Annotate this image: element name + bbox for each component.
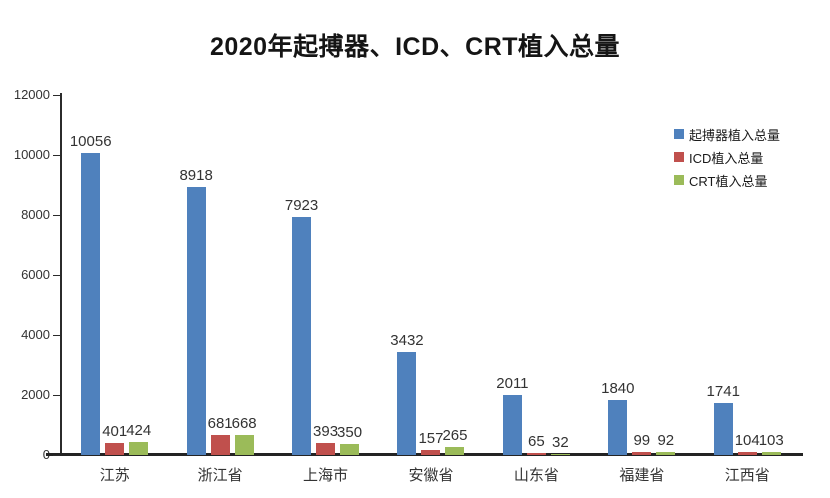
- y-axis-line: [60, 93, 62, 455]
- legend: 起搏器植入总量 ICD植入总量 CRT植入总量: [674, 126, 780, 195]
- value-label: 265: [442, 427, 468, 444]
- legend-label: 起搏器植入总量: [689, 127, 781, 143]
- value-label: 99: [633, 432, 651, 449]
- value-label: 92: [657, 432, 675, 449]
- value-label: 393: [313, 423, 339, 440]
- y-axis-tick: [53, 394, 60, 396]
- y-axis-tick: [53, 454, 60, 456]
- value-label: 424: [126, 422, 152, 439]
- y-axis-tick: [53, 274, 60, 276]
- y-axis-tick-label: 2000: [21, 387, 50, 402]
- y-axis-tick: [53, 334, 60, 336]
- legend-swatch-icon: [674, 129, 684, 139]
- y-axis-tick-label: 10000: [13, 147, 50, 162]
- bar-CRT植入总量: 103: [759, 432, 784, 455]
- bar-group: 2011 65 32: [484, 95, 589, 455]
- bar-group: 8918 681 668: [167, 95, 272, 455]
- legend-item: CRT植入总量: [674, 172, 780, 189]
- legend-label: ICD植入总量: [689, 150, 764, 166]
- y-axis-tick: [53, 94, 60, 96]
- value-label: 103: [758, 432, 784, 449]
- chart-title: 2020年起搏器、ICD、CRT植入总量: [209, 33, 621, 61]
- y-axis-tick-label: 0: [0, 448, 50, 462]
- bar-ICD植入总量: 65: [526, 433, 546, 455]
- value-label: 104: [734, 432, 760, 449]
- category-label: 上海市: [303, 467, 349, 484]
- bar-起搏器植入总量: 1840: [601, 380, 635, 455]
- bar-ICD植入总量: 393: [313, 423, 338, 455]
- bar-起搏器植入总量: 10056: [70, 133, 112, 455]
- legend-swatch-icon: [674, 175, 684, 185]
- bar-group: 7923 393 350: [273, 95, 378, 455]
- value-label: 668: [231, 415, 257, 432]
- bar-ICD植入总量: 157: [418, 430, 443, 455]
- legend-item: ICD植入总量: [674, 149, 780, 166]
- bar-ICD植入总量: 681: [208, 415, 233, 455]
- value-label: 401: [102, 423, 128, 440]
- value-label: 7923: [284, 197, 319, 214]
- plot-area: 10056 401 424 8918 681 668 7923 393 350 3432 157 26…: [62, 95, 800, 455]
- value-label: 350: [337, 424, 363, 441]
- category-label: 福建省: [619, 467, 665, 484]
- y-axis-tick-label: 12000: [13, 87, 50, 102]
- value-label: 65: [528, 433, 545, 450]
- bar-CRT植入总量: 668: [232, 415, 257, 455]
- y-axis-tick: [53, 214, 60, 216]
- bar-group: 10056 401 424: [62, 95, 167, 455]
- y-axis-tick-label: 8000: [21, 207, 50, 222]
- value-label: 10056: [69, 133, 112, 150]
- bar-group: 1741 104 103: [695, 95, 800, 455]
- bar-起搏器植入总量: 3432: [390, 332, 424, 455]
- value-label: 8918: [179, 167, 213, 184]
- category-label: 江西省: [724, 467, 770, 484]
- value-label: 1840: [601, 380, 635, 397]
- bar-group: 3432 157 265: [378, 95, 483, 455]
- bar-CRT植入总量: 265: [442, 427, 467, 455]
- bar-起搏器植入总量: 8918: [179, 167, 213, 455]
- value-label: 681: [207, 415, 233, 432]
- y-axis-tick-label: 6000: [21, 267, 50, 282]
- value-label: 157: [418, 430, 444, 447]
- legend-label: CRT植入总量: [689, 173, 768, 189]
- legend-item: 起搏器植入总量: [674, 126, 781, 143]
- category-label: 安徽省: [408, 467, 454, 484]
- y-axis-tick-label: 4000: [21, 327, 50, 342]
- bar-ICD植入总量: 401: [102, 423, 127, 455]
- bar-起搏器植入总量: 7923: [285, 197, 318, 455]
- bar-CRT植入总量: 92: [656, 432, 676, 455]
- bar-ICD植入总量: 104: [735, 432, 760, 455]
- value-label: 1741: [706, 383, 740, 400]
- bar-ICD植入总量: 99: [632, 432, 652, 455]
- value-label: 2011: [496, 375, 529, 392]
- bar-CRT植入总量: 424: [126, 422, 151, 455]
- bar-CRT植入总量: 350: [337, 424, 362, 455]
- bar-起搏器植入总量: 2011: [496, 375, 529, 455]
- bar-group: 1840 99 92: [589, 95, 694, 455]
- y-axis-tick: [53, 154, 60, 156]
- value-label: 32: [552, 434, 569, 451]
- value-label: 3432: [390, 332, 424, 349]
- category-label: 山东省: [513, 467, 559, 484]
- x-axis-category-labels: 江苏 浙江省 上海市 安徽省 山东省 福建省 江西省: [62, 464, 800, 485]
- category-label: 浙江省: [197, 467, 243, 484]
- bar-CRT植入总量: 32: [550, 434, 570, 455]
- bar-起搏器植入总量: 1741: [707, 383, 740, 455]
- category-label: 江苏: [99, 467, 130, 484]
- legend-swatch-icon: [674, 152, 684, 162]
